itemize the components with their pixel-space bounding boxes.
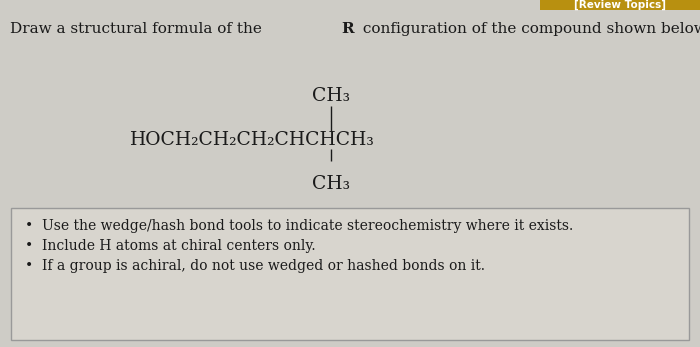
FancyBboxPatch shape [11,208,689,340]
Text: •  Use the wedge/hash bond tools to indicate stereochemistry where it exists.: • Use the wedge/hash bond tools to indic… [25,219,573,233]
Text: R: R [342,22,354,36]
Text: configuration of the compound shown below.: configuration of the compound shown belo… [358,22,700,36]
Text: •  If a group is achiral, do not use wedged or hashed bonds on it.: • If a group is achiral, do not use wedg… [25,259,485,273]
Text: CH₃: CH₃ [312,87,350,105]
Bar [540,0,700,10]
Text: CH₃: CH₃ [312,175,350,193]
Text: [Review Topics]: [Review Topics] [574,0,666,10]
Text: •  Include H atoms at chiral centers only.: • Include H atoms at chiral centers only… [25,239,316,253]
Text: HOCH₂CH₂CH₂CHCHCH₃: HOCH₂CH₂CH₂CHCHCH₃ [130,131,375,149]
Text: Draw a structural formula of the: Draw a structural formula of the [10,22,267,36]
